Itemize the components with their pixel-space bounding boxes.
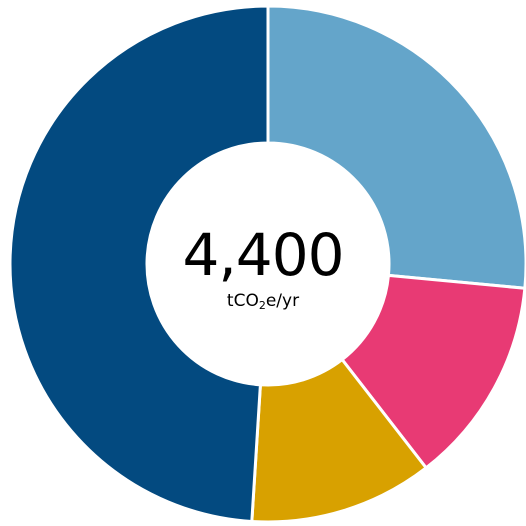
total-emissions-value: 4,400 [182,221,344,289]
donut-slice-4 [8,4,270,524]
unit-prefix: tCO [226,291,259,311]
donut-slice-2 [340,273,526,470]
unit-suffix: e/yr [265,291,300,311]
total-emissions-unit: tCO2e/yr [0,290,526,317]
donut-slice-1 [266,4,526,290]
unit-subscript: 2 [258,299,266,312]
